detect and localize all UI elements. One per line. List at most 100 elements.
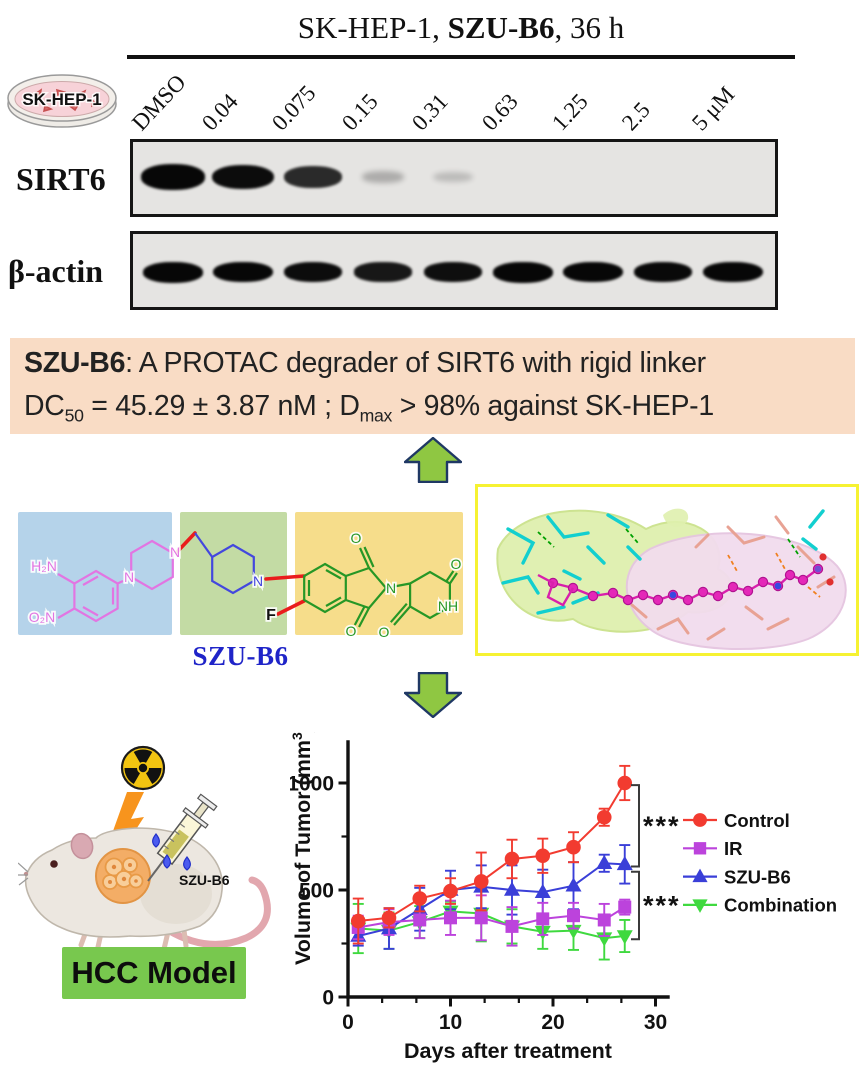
figure-shape xyxy=(622,594,634,606)
figure-shape xyxy=(404,437,462,483)
dmax-value: > 98% against SK-HEP-1 xyxy=(392,390,715,422)
figure-shape xyxy=(652,594,664,606)
cell-marks xyxy=(33,88,100,113)
figure-shape: Volume of Tumor (mm xyxy=(291,740,315,965)
lane-label: DMSO xyxy=(126,69,191,136)
x-tick-label: 30 xyxy=(644,1011,667,1034)
summary-line1-text: : A PROTAC degrader of SIRT6 with rigid … xyxy=(125,347,706,379)
series-line xyxy=(358,862,625,937)
surface-green-small xyxy=(663,508,689,527)
chart-marker xyxy=(444,911,457,925)
arrow-up-icon xyxy=(404,437,462,483)
blot-band xyxy=(283,261,343,282)
figure-shape xyxy=(682,594,694,606)
warhead-panel xyxy=(18,512,172,635)
figure-shape xyxy=(814,565,822,573)
figure-shape xyxy=(147,858,166,882)
figure-shape xyxy=(77,89,87,99)
figure-shape xyxy=(163,854,171,869)
ligand-chain xyxy=(537,553,834,607)
atom-label: O xyxy=(379,624,390,639)
summary-line2: DC50 = 45.29 ± 3.87 nM ; Dmax > 98% agai… xyxy=(24,385,855,438)
figure-shape xyxy=(128,863,132,867)
figure-shape xyxy=(146,767,162,785)
figure-shape xyxy=(537,531,555,548)
atom-label: O xyxy=(351,530,362,546)
lane-label: 2.5 xyxy=(616,97,655,136)
y-tick-label: 0 xyxy=(322,987,334,1010)
figure-shape xyxy=(307,569,342,607)
legend-label: Combination xyxy=(724,895,837,916)
series-line xyxy=(358,782,626,923)
figure-shape xyxy=(586,545,606,565)
sig-bracket xyxy=(631,870,640,941)
figure-shape xyxy=(69,103,80,112)
chart-marker xyxy=(596,854,613,870)
chart-marker xyxy=(693,813,707,827)
legend-label: Control xyxy=(724,810,790,831)
blot-band xyxy=(633,261,693,283)
y-axis-title: Volume of Tumor (mm3) xyxy=(290,732,315,965)
atom-label: NH xyxy=(438,598,458,614)
dc50-sub: 50 xyxy=(64,405,84,426)
e3-ligand-panel xyxy=(295,512,463,635)
structure-compound-label: SZU-B6 xyxy=(192,641,289,671)
figure-shape xyxy=(183,856,191,871)
figure-shape xyxy=(163,823,186,850)
warhead-bonds xyxy=(57,539,174,623)
figure-shape xyxy=(501,575,540,595)
figure-shape xyxy=(797,574,809,586)
figure-shape xyxy=(57,573,124,619)
figure-shape xyxy=(625,528,639,544)
chart-marker xyxy=(504,881,520,896)
mouse-eye xyxy=(50,860,58,868)
cell-line-label: SK-HEP-1 xyxy=(22,90,101,109)
figure-shape xyxy=(819,553,827,561)
surface-pink xyxy=(625,532,847,651)
y-tick-label: 1000 xyxy=(290,773,334,796)
figure-shape xyxy=(775,552,787,572)
residues-salmon xyxy=(630,515,836,641)
figure-shape xyxy=(121,876,127,882)
mouse-whiskers xyxy=(18,862,29,886)
figure-shape xyxy=(694,533,710,549)
figure-shape xyxy=(630,603,648,619)
figure-shape xyxy=(108,880,112,884)
sirt6-blot-panel xyxy=(130,139,778,217)
lane-label: 1.25 xyxy=(546,88,593,136)
structure-atoms: H₂N O₂N N N N F O O O N NH O xyxy=(27,528,463,639)
figure-shape xyxy=(276,599,306,616)
figure-shape xyxy=(656,617,690,635)
figure-shape xyxy=(130,539,174,591)
sig-stars: *** xyxy=(643,891,681,921)
figure-shape xyxy=(175,531,197,554)
blot-band xyxy=(141,164,205,190)
lane-label: 0.075 xyxy=(266,80,321,136)
figure-shape xyxy=(712,590,724,602)
figure-shape xyxy=(669,591,677,599)
blot-title: SK-HEP-1, SZU-B6, 36 h xyxy=(127,10,795,46)
sirt6-row-label: SIRT6 xyxy=(16,161,106,197)
actin-row-label: β-actin xyxy=(8,253,104,289)
chart-marker xyxy=(692,868,708,883)
atom-label: N xyxy=(170,544,180,560)
figure-shape xyxy=(152,833,160,848)
figure-shape xyxy=(801,537,818,551)
interaction-dashes xyxy=(537,528,821,598)
tumor xyxy=(95,848,151,904)
chart-marker xyxy=(504,851,520,867)
summary-line1: SZU-B6: A PROTAC degrader of SIRT6 with … xyxy=(24,342,855,385)
connector-bonds xyxy=(175,531,306,616)
figure-shape xyxy=(826,578,834,586)
figure-shape xyxy=(744,605,764,621)
drug-label: SZU-B6 xyxy=(179,872,230,888)
figure-shape xyxy=(546,515,590,539)
figure-shape xyxy=(389,602,411,626)
chart-marker xyxy=(618,900,632,914)
figure-shape xyxy=(727,554,739,574)
dc50-label: DC xyxy=(24,390,65,422)
lane-label: 0.04 xyxy=(196,88,243,136)
chart-marker xyxy=(350,913,366,929)
actin-blot-panel xyxy=(130,231,778,310)
figure-shape xyxy=(42,104,54,113)
